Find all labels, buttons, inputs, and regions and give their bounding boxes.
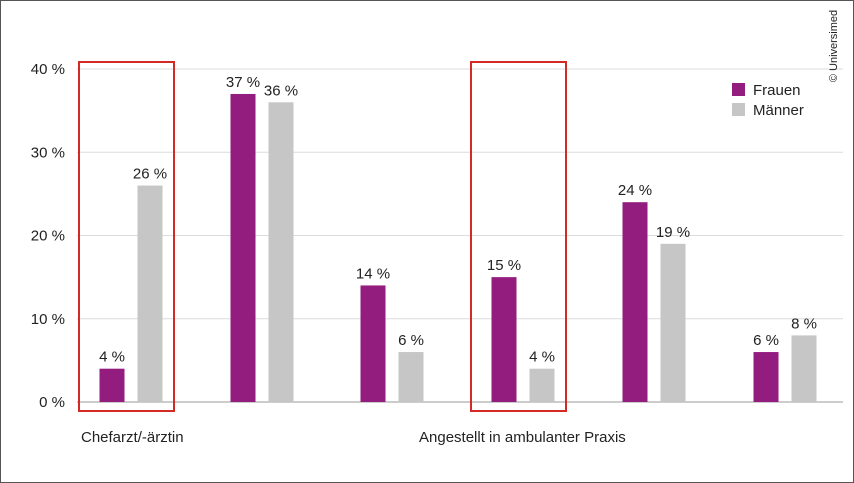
legend-label: Männer	[753, 102, 804, 119]
bar-frauen-1	[230, 93, 256, 402]
bar-männer-2	[398, 352, 424, 402]
data-label: 37 %	[226, 74, 260, 91]
data-label: 26 %	[133, 166, 167, 183]
highlight-box-0	[78, 61, 175, 412]
data-label: 6 %	[753, 332, 779, 349]
bar-männer-0	[137, 185, 163, 402]
bar-frauen-0	[99, 368, 125, 402]
data-label: 14 %	[356, 265, 390, 282]
bar-frauen-3	[491, 277, 517, 402]
data-label: 8 %	[791, 315, 817, 332]
data-label: 36 %	[264, 82, 298, 99]
credit-text: © Universimed	[828, 10, 840, 82]
data-label: 4 %	[99, 349, 125, 366]
y-tick-label: 20 %	[31, 228, 65, 245]
y-tick-label: 40 %	[31, 61, 65, 78]
y-tick-label: 10 %	[31, 311, 65, 328]
bar-männer-3	[529, 368, 555, 402]
data-label: 4 %	[529, 349, 555, 366]
data-label: 15 %	[487, 257, 521, 274]
bar-männer-1	[268, 102, 294, 403]
data-label: 24 %	[618, 182, 652, 199]
legend-swatch-männer	[732, 103, 745, 116]
highlight-box-1	[470, 61, 567, 412]
bar-männer-4	[660, 243, 686, 402]
data-label: 6 %	[398, 332, 424, 349]
y-tick-label: 0 %	[39, 394, 65, 411]
annotation-label: Chefarzt/-ärztin	[81, 429, 184, 446]
legend-swatch-frauen	[732, 83, 745, 96]
data-label: 19 %	[656, 224, 690, 241]
bar-frauen-2	[360, 285, 386, 402]
legend-label: Frauen	[753, 82, 801, 99]
annotation-label: Angestellt in ambulanter Praxis	[419, 429, 626, 446]
bar-männer-5	[791, 335, 817, 402]
bar-frauen-4	[622, 202, 648, 402]
y-tick-label: 30 %	[31, 144, 65, 161]
bar-frauen-5	[753, 352, 779, 402]
